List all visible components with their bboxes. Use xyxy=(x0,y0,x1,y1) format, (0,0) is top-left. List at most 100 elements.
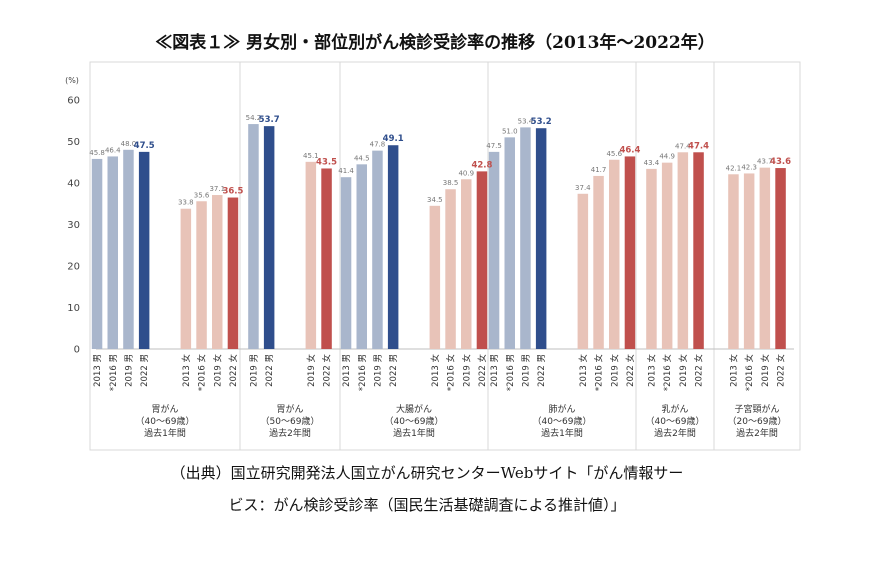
bar xyxy=(196,201,207,349)
bar xyxy=(248,124,259,349)
x-tick-label: 2019 女 xyxy=(609,354,620,387)
group-label: 胃がん xyxy=(151,403,178,415)
chart-title: ≪図表１≫ 男女別・部位別がん検診受診率の推移（2013年〜2022年） xyxy=(155,33,715,53)
x-tick-label: 2019 男 xyxy=(249,354,259,387)
x-tick-label: 2022 女 xyxy=(694,354,705,387)
x-tick-label: 2019 女 xyxy=(306,354,317,387)
bar-value-label: 47.5 xyxy=(486,142,502,150)
x-tick-label: *2016 女 xyxy=(662,354,673,392)
y-tick-label: 60 xyxy=(67,96,80,107)
group-label: 過去1年間 xyxy=(393,427,435,439)
bar-value-label: 42.3 xyxy=(741,163,757,171)
x-tick-label: *2016 男 xyxy=(358,354,368,391)
bar-value-label: 45.6 xyxy=(606,150,622,158)
y-tick-label: 30 xyxy=(67,220,80,231)
x-tick-label: 2022 女 xyxy=(228,354,239,387)
group-label: 過去2年間 xyxy=(269,427,311,439)
x-tick-label: *2016 女 xyxy=(744,354,755,392)
x-tick-label: *2016 女 xyxy=(446,354,457,392)
y-axis-unit: (%) xyxy=(65,76,79,85)
bar xyxy=(340,177,352,349)
y-tick-label: 0 xyxy=(74,345,80,356)
bar-value-label: 41.7 xyxy=(591,166,607,174)
bar xyxy=(577,193,589,349)
bar-value-label: 47.4 xyxy=(675,142,691,150)
bar xyxy=(305,161,317,349)
bar-value-label: 37.1 xyxy=(209,185,225,193)
bar xyxy=(212,195,223,349)
bar-value-label: 43.4 xyxy=(644,159,660,167)
x-tick-label: 2013 男 xyxy=(93,354,103,387)
bar xyxy=(593,175,604,349)
bar xyxy=(775,168,786,349)
x-tick-label: 2022 女 xyxy=(625,354,636,387)
group-label: 子宮頸がん xyxy=(734,403,779,415)
bar-value-label: 41.4 xyxy=(338,167,354,175)
y-tick-label: 20 xyxy=(67,262,80,273)
x-tick-label: 2019 男 xyxy=(373,354,383,387)
x-tick-label: *2016 女 xyxy=(197,354,208,392)
bar-value-label: 53.7 xyxy=(259,115,280,125)
x-tick-label: 2022 女 xyxy=(477,354,488,387)
bar-value-label: 46.4 xyxy=(619,145,640,155)
bar xyxy=(138,151,150,349)
bar xyxy=(624,156,636,349)
x-tick-label: 2019 男 xyxy=(124,354,134,387)
labels: 45.8 2013 男 46.4 *2016 男 48.0 2019 男 47.5 2022 … xyxy=(89,114,791,439)
x-tick-label: 2019 男 xyxy=(521,354,531,387)
x-tick-label: 2022 男 xyxy=(537,354,547,387)
x-tick-label: 2013 女 xyxy=(578,354,589,387)
x-tick-label: 2019 女 xyxy=(678,354,689,387)
bar-value-label: 49.1 xyxy=(383,134,404,144)
bar xyxy=(476,171,488,349)
bar-value-label: 37.4 xyxy=(575,184,591,192)
bar xyxy=(445,189,456,349)
group-label: （40〜69歳） xyxy=(136,415,195,427)
bar-value-label: 42.8 xyxy=(471,160,492,170)
x-tick-label: 2013 女 xyxy=(646,354,657,387)
bar-value-label: 35.6 xyxy=(194,191,210,199)
bar-value-label: 40.9 xyxy=(458,169,474,177)
bar xyxy=(227,197,239,349)
bar xyxy=(429,205,441,349)
source-note-line-2: ビス：がん検診受診率（国民生活基礎調査による推計値）」 xyxy=(228,496,626,514)
x-tick-label: 2019 女 xyxy=(212,354,223,387)
bar-value-label: 43.5 xyxy=(316,157,337,167)
bar xyxy=(107,156,118,349)
bar-value-label: 43.6 xyxy=(770,157,791,167)
group-label: 過去2年間 xyxy=(736,427,778,439)
bar-value-label: 43.7 xyxy=(757,158,773,166)
bar xyxy=(661,162,673,349)
bar-value-label: 33.8 xyxy=(178,199,194,207)
bar xyxy=(504,137,515,349)
x-tick-label: 2013 女 xyxy=(181,354,192,387)
bar xyxy=(123,149,134,349)
bar xyxy=(609,159,620,349)
bar-value-label: 53.2 xyxy=(531,117,552,127)
x-tick-label: *2016 男 xyxy=(506,354,516,391)
bar xyxy=(743,173,755,349)
bar-value-label: 53.4 xyxy=(518,117,534,125)
group-label: 乳がん xyxy=(661,403,688,415)
bar xyxy=(461,179,472,349)
bar xyxy=(321,168,332,349)
y-tick-label: 50 xyxy=(67,137,80,148)
bar xyxy=(91,158,103,349)
x-tick-label: 2022 男 xyxy=(265,354,275,387)
bar-value-label: 54.2 xyxy=(246,114,262,122)
bar-value-label: 45.8 xyxy=(89,149,105,157)
bar-value-label: 34.5 xyxy=(427,196,443,204)
bar xyxy=(693,152,704,349)
bars xyxy=(91,124,786,350)
group-label: （40〜69歳） xyxy=(646,415,705,427)
bar-value-label: 51.0 xyxy=(502,127,518,135)
bar-value-label: 36.5 xyxy=(222,187,243,197)
bar-value-label: 44.5 xyxy=(354,154,370,162)
chart-border xyxy=(89,61,801,451)
bar-value-label: 42.1 xyxy=(726,164,742,172)
source-note-line-1: （出典）国立研究開発法人国立がん研究センターWebサイト「がん情報サー xyxy=(170,464,684,482)
x-tick-label: 2022 女 xyxy=(322,354,333,387)
bar-value-label: 38.5 xyxy=(443,179,459,187)
group-label: （20〜69歳） xyxy=(728,415,787,427)
y-tick-label: 40 xyxy=(67,179,80,190)
